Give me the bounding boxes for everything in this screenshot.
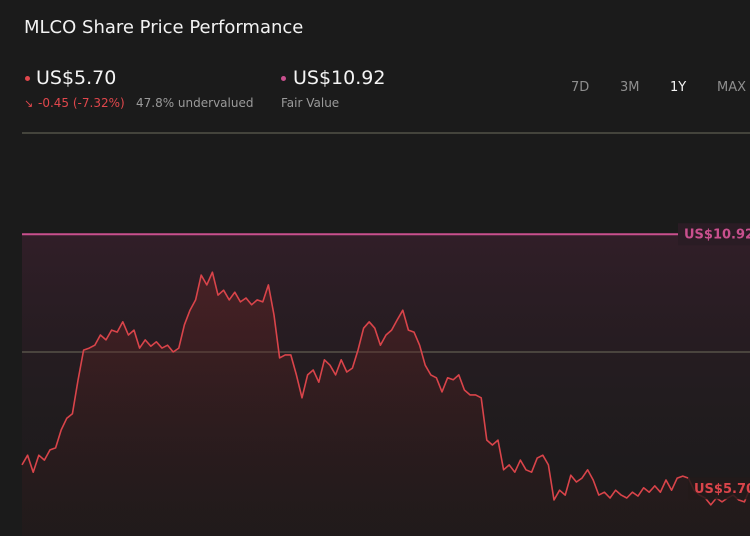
range-tab[interactable]: 3M: [620, 80, 640, 95]
fair-value-price: US$10.92: [293, 67, 386, 89]
current-price: US$5.70: [36, 67, 117, 89]
fair-value-tag: US$10.92: [684, 228, 750, 243]
range-tab[interactable]: MAX: [717, 80, 747, 95]
fair-value-label: Fair Value: [281, 96, 340, 110]
last-price-tag-bg: [688, 477, 750, 500]
fair-value-tag-bg: [678, 223, 750, 246]
price-change: -0.45 (-7.32%): [38, 96, 125, 110]
valuation: 47.8% undervalued: [136, 96, 254, 110]
price-line: [21, 271, 750, 506]
fair-value-dot: [281, 76, 286, 81]
last-price-tag: US$5.70: [694, 482, 750, 497]
range-tab[interactable]: 7D: [571, 80, 590, 95]
price-area: [22, 272, 750, 536]
range-tab[interactable]: 1Y: [670, 80, 687, 95]
price-dot: [25, 76, 30, 81]
chart-title: MLCO Share Price Performance: [24, 17, 304, 38]
down-arrow-icon: ↘: [24, 97, 34, 110]
